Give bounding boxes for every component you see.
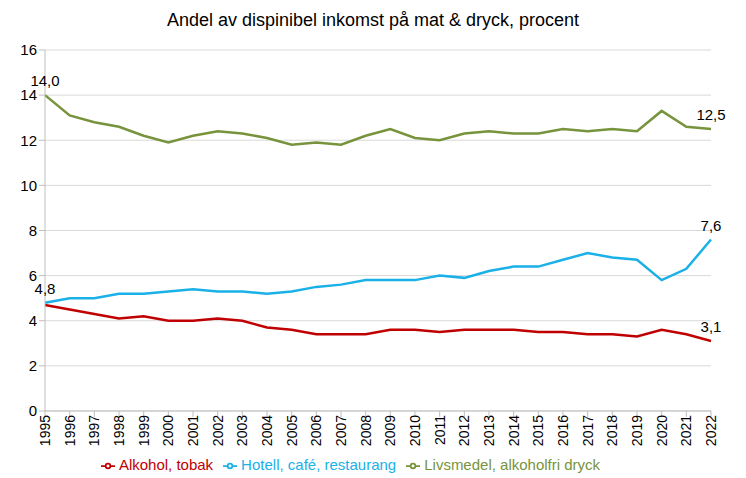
svg-text:16: 16	[20, 41, 37, 58]
svg-text:4: 4	[29, 312, 37, 329]
svg-text:2013: 2013	[481, 415, 497, 446]
svg-text:1995: 1995	[37, 415, 53, 446]
html-text:Alkohol, tobak: Alkohol, tobak	[118, 456, 214, 473]
svg-text:2000: 2000	[160, 415, 176, 446]
svg-text:2015: 2015	[530, 415, 546, 446]
svg-text:7,6: 7,6	[701, 217, 722, 234]
svg-text:2003: 2003	[234, 415, 250, 446]
svg-text:12: 12	[20, 132, 37, 149]
svg-text:2004: 2004	[259, 415, 275, 446]
svg-text:10: 10	[20, 177, 37, 194]
svg-text:2022: 2022	[703, 415, 719, 446]
svg-text:2009: 2009	[382, 415, 398, 446]
svg-text:2018: 2018	[604, 415, 620, 446]
svg-text:2014: 2014	[506, 415, 522, 446]
svg-text:2007: 2007	[333, 415, 349, 446]
svg-text:2021: 2021	[678, 415, 694, 446]
svg-text:1996: 1996	[62, 415, 78, 446]
svg-text:14: 14	[20, 86, 37, 104]
svg-text:6: 6	[28, 266, 37, 284]
svg-text:4,8: 4,8	[35, 280, 56, 297]
svg-text:2001: 2001	[185, 415, 201, 446]
svg-text:2: 2	[29, 357, 37, 374]
svg-text:2019: 2019	[629, 415, 645, 446]
svg-text:2012: 2012	[456, 415, 472, 446]
svg-text:12,5: 12,5	[696, 106, 725, 123]
html-text:Hotell, café, restaurang: Hotell, café, restaurang	[241, 456, 397, 473]
svg-text:1998: 1998	[111, 415, 127, 446]
svg-text:1999: 1999	[136, 415, 152, 446]
svg-text:1997: 1997	[86, 415, 102, 446]
svg-text:0: 0	[29, 402, 37, 419]
svg-text:2017: 2017	[580, 415, 596, 446]
svg-text:2006: 2006	[308, 415, 324, 446]
svg-text:2002: 2002	[210, 415, 226, 446]
svg-text:2016: 2016	[555, 415, 571, 446]
svg-text:2008: 2008	[358, 415, 374, 446]
svg-text:8: 8	[29, 222, 37, 239]
html-text:Andel av dispinibel inkomst på: Andel av dispinibel inkomst på mat & dry…	[166, 10, 580, 30]
svg-text:2005: 2005	[284, 415, 300, 446]
html-text:Livsmedel, alkoholfri dryck: Livsmedel, alkoholfri dryck	[424, 456, 601, 473]
svg-text:2010: 2010	[407, 415, 423, 446]
svg-text:2020: 2020	[654, 415, 670, 446]
svg-text:2011: 2011	[432, 415, 448, 445]
svg-text:14,0: 14,0	[30, 72, 59, 89]
svg-text:3,1: 3,1	[701, 318, 722, 335]
